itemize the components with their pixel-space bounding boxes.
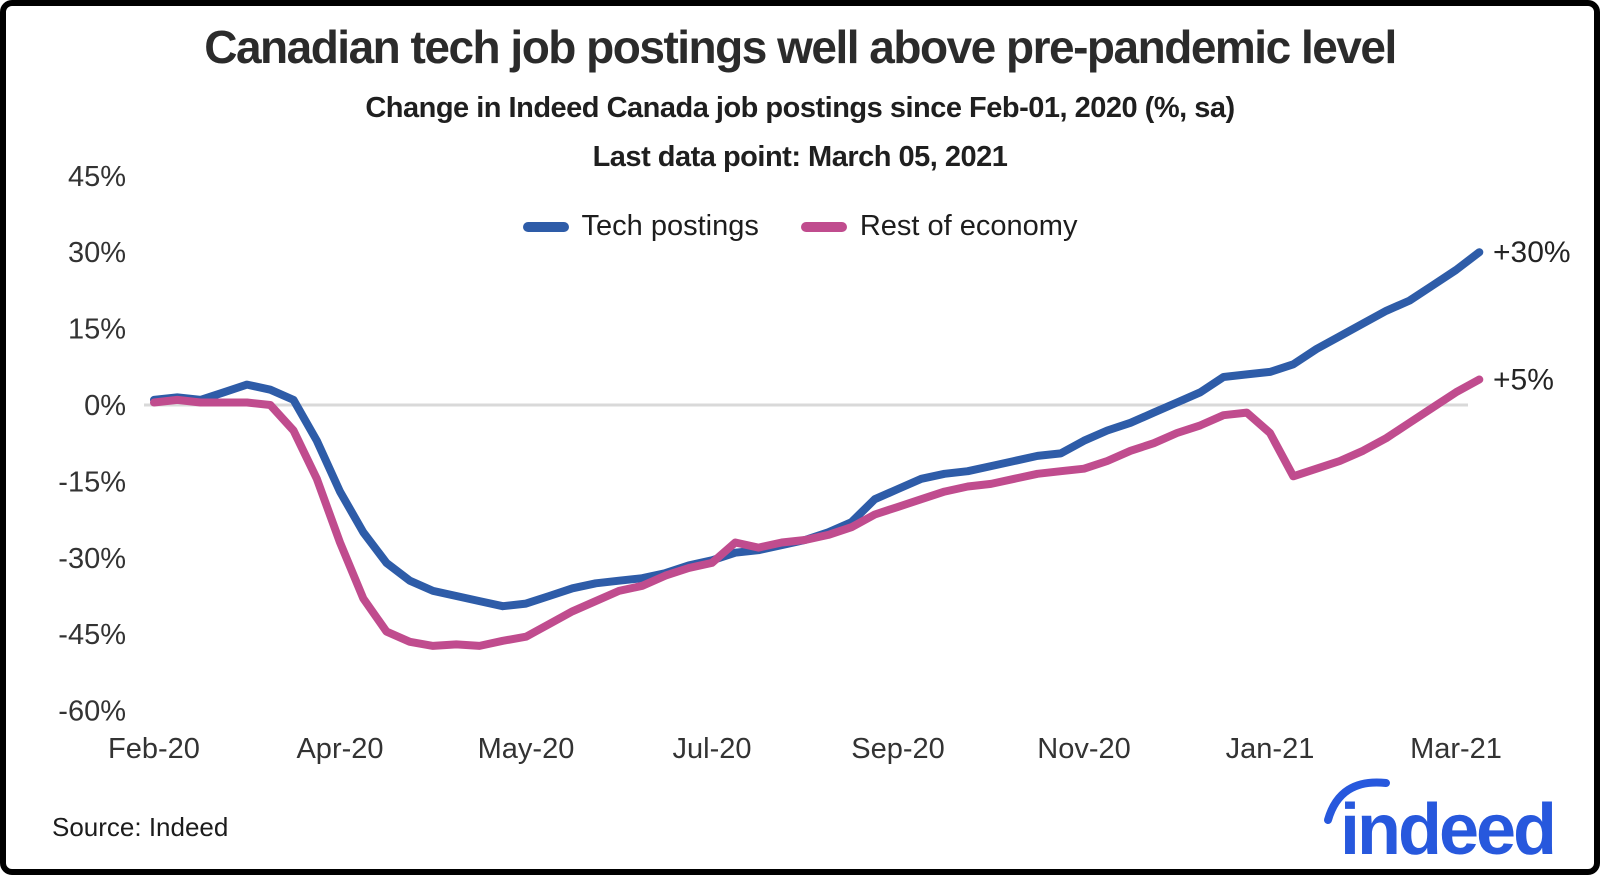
y-axis-tick-label: 15% [68, 314, 126, 346]
end-label-rest-of-economy: +5% [1493, 364, 1554, 397]
indeed-logo-arc-icon [1324, 778, 1390, 824]
x-axis-tick-label: Sep-20 [851, 733, 945, 765]
source-note: Source: Indeed [52, 812, 229, 842]
legend: Tech postings Rest of economy [6, 210, 1594, 243]
y-axis-tick-label: -30% [58, 543, 126, 575]
x-axis-tick-label: Feb-20 [108, 733, 200, 765]
legend-item-rest-of-economy: Rest of economy [800, 210, 1078, 243]
chart-title: Canadian tech job postings well above pr… [204, 21, 1397, 73]
y-axis-tick-label: 45% [68, 161, 126, 193]
end-label-tech-postings: +30% [1493, 236, 1571, 269]
y-axis-tick-label: -15% [58, 466, 126, 498]
x-axis-tick-label: Jan-21 [1226, 733, 1315, 765]
y-axis-tick-label: -60% [58, 696, 126, 728]
x-axis-tick-label: Nov-20 [1037, 733, 1131, 765]
legend-label-tech-postings: Tech postings [581, 210, 759, 242]
y-axis-tick-label: -45% [58, 619, 126, 651]
chart-last-data-point: Last data point: March 05, 2021 [592, 141, 1008, 173]
legend-item-tech-postings: Tech postings [522, 210, 759, 243]
line-chart-plot: 45% 30% 15% 0% -15% -30% -45% -60% Feb-20 Apr-20 M… [58, 161, 1571, 765]
x-axis-tick-label: Mar-21 [1410, 733, 1502, 765]
chart-subtitle: Change in Indeed Canada job postings sin… [365, 92, 1235, 124]
x-axis-tick-label: Jul-20 [673, 733, 752, 765]
legend-label-rest-of-economy: Rest of economy [859, 210, 1078, 242]
x-axis-tick-label: May-20 [478, 733, 575, 765]
series-line-tech-postings [150, 248, 1484, 611]
indeed-logo: indeed [1324, 778, 1557, 869]
rest-of-economy-swatch-icon [800, 221, 847, 232]
y-axis-tick-label: 0% [84, 390, 126, 422]
indeed-logo-text: indeed [1340, 790, 1554, 869]
series-line-rest-of-economy [150, 375, 1484, 650]
y-axis-tick-label: 30% [68, 237, 126, 269]
tech-postings-swatch-icon [522, 221, 569, 232]
x-axis-tick-label: Apr-20 [296, 733, 383, 765]
